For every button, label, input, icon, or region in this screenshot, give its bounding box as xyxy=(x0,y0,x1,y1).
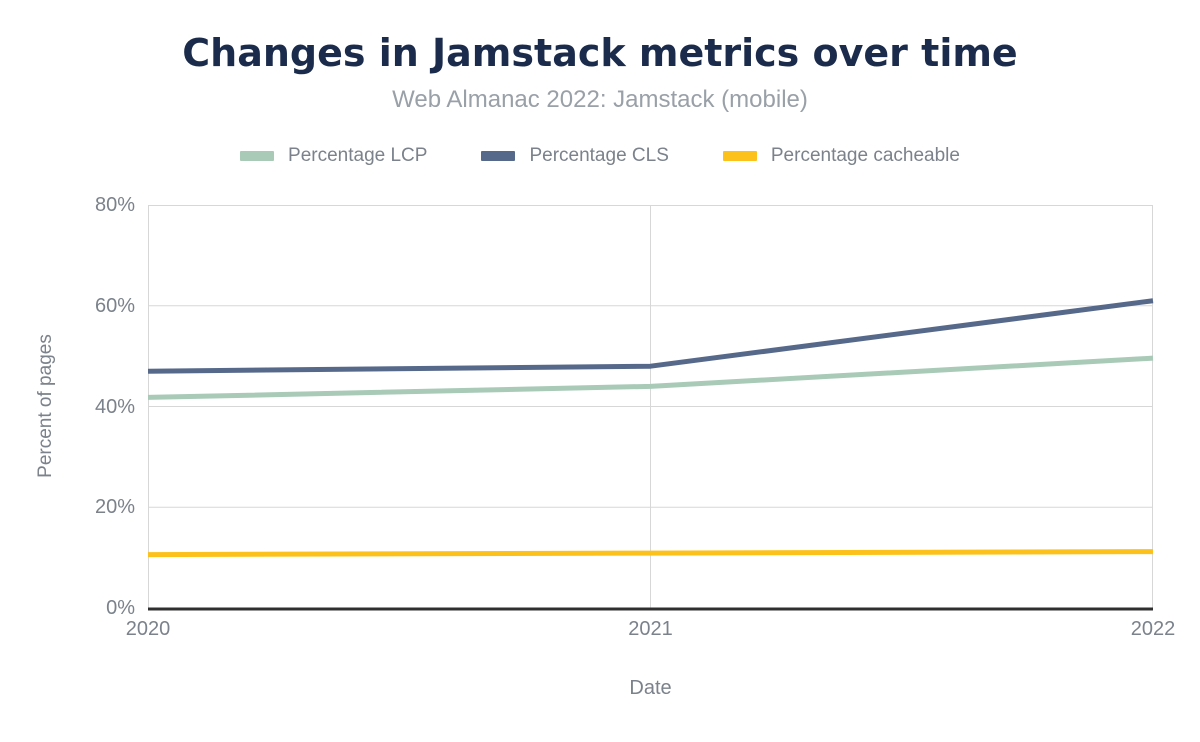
legend-label: Percentage CLS xyxy=(529,145,669,166)
line-series-percentage-cls xyxy=(147,298,1154,374)
x-axis-title: Date xyxy=(629,677,672,699)
legend-item-percentage-cacheable: Percentage cacheable xyxy=(722,145,960,167)
chart-title: Changes in Jamstack metrics over time xyxy=(182,31,1018,75)
x-tick-2021: 2021 xyxy=(628,618,673,640)
legend-swatch-icon xyxy=(240,151,275,161)
y-tick-60%: 60% xyxy=(94,294,135,317)
legend-item-percentage-lcp: Percentage LCP xyxy=(240,145,427,167)
x-tick-2022: 2022 xyxy=(1130,618,1176,640)
plot-area xyxy=(147,205,1154,611)
y-tick-80%: 80% xyxy=(94,194,135,216)
x-tick-2020: 2020 xyxy=(125,618,171,640)
line-series-percentage-lcp xyxy=(147,355,1154,400)
legend-item-percentage-cls: Percentage CLS xyxy=(481,145,669,167)
line-series-percentage-cacheable xyxy=(147,549,1154,558)
legend-label: Percentage LCP xyxy=(288,145,428,166)
legend-label: Percentage cacheable xyxy=(770,145,960,166)
chart-subtitle: Web Almanac 2022: Jamstack (mobile) xyxy=(392,86,808,113)
y-tick-40%: 40% xyxy=(94,395,135,418)
chart-legend: Percentage LCP Percentage CLS Percentage c… xyxy=(0,145,1200,167)
y-tick-20%: 20% xyxy=(94,496,135,519)
y-tick-0%: 0% xyxy=(106,597,135,619)
legend-swatch-icon xyxy=(722,151,757,161)
legend-swatch-icon xyxy=(481,151,516,161)
